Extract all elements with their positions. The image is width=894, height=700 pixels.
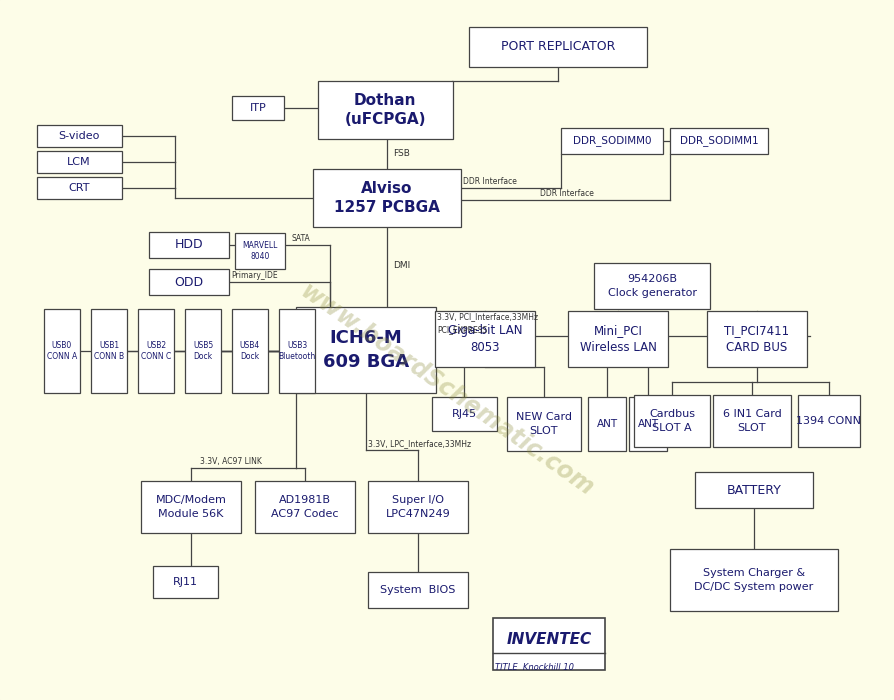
Bar xyxy=(670,128,768,154)
Bar xyxy=(149,269,229,295)
Bar xyxy=(153,566,217,598)
Text: USB2
CONN C: USB2 CONN C xyxy=(141,341,171,361)
Bar xyxy=(561,128,663,154)
Bar xyxy=(141,481,241,533)
Text: CRT: CRT xyxy=(68,183,89,193)
Text: DMI: DMI xyxy=(393,261,410,270)
Text: DDR_SODIMM1: DDR_SODIMM1 xyxy=(679,136,758,146)
Bar xyxy=(232,96,284,120)
Text: USB1
CONN B: USB1 CONN B xyxy=(94,341,124,361)
Text: LCM: LCM xyxy=(67,157,91,167)
Bar xyxy=(368,572,468,608)
Text: AD1981B
AC97 Codec: AD1981B AC97 Codec xyxy=(271,496,339,519)
Bar xyxy=(695,472,813,508)
Bar xyxy=(634,395,710,447)
Text: 3.3V, AC97 LINK: 3.3V, AC97 LINK xyxy=(200,457,262,466)
Bar xyxy=(507,397,581,451)
Text: USB0
CONN A: USB0 CONN A xyxy=(46,341,77,361)
Text: RJ11: RJ11 xyxy=(173,577,198,587)
Text: 3.3V, PCI_Interface,33MHz: 3.3V, PCI_Interface,33MHz xyxy=(437,312,538,321)
Text: MDC/Modem
Module 56K: MDC/Modem Module 56K xyxy=(156,496,226,519)
Text: HDD: HDD xyxy=(174,239,203,251)
Text: System Charger &
DC/DC System power: System Charger & DC/DC System power xyxy=(695,568,814,592)
Text: USB4
Dock: USB4 Dock xyxy=(240,341,260,361)
Bar xyxy=(313,169,461,227)
Bar xyxy=(568,311,668,367)
Text: TITLE  Knockhill 10: TITLE Knockhill 10 xyxy=(495,662,574,671)
Bar xyxy=(91,309,127,393)
Bar xyxy=(149,232,229,258)
Text: 6 IN1 Card
SLOT: 6 IN1 Card SLOT xyxy=(722,410,781,433)
Bar xyxy=(670,549,838,611)
Text: 954206B
Clock generator: 954206B Clock generator xyxy=(608,274,696,298)
Text: 1394 CONN: 1394 CONN xyxy=(797,416,862,426)
Bar xyxy=(629,397,667,451)
Bar xyxy=(185,309,221,393)
Text: USB3
Bluetooth: USB3 Bluetooth xyxy=(278,341,316,361)
Text: SATA: SATA xyxy=(291,234,309,243)
Text: FSB: FSB xyxy=(393,149,409,158)
Text: DDR Interface: DDR Interface xyxy=(463,177,517,186)
Text: INVENTEC: INVENTEC xyxy=(506,633,592,648)
Text: Dothan
(uFCPGA): Dothan (uFCPGA) xyxy=(344,92,426,127)
Text: BATTERY: BATTERY xyxy=(727,484,781,496)
Bar xyxy=(588,397,626,451)
Text: DDR_SODIMM0: DDR_SODIMM0 xyxy=(573,136,651,146)
Bar xyxy=(279,309,315,393)
Text: NEW Card
SLOT: NEW Card SLOT xyxy=(516,412,572,435)
Text: Alviso
1257 PCBGA: Alviso 1257 PCBGA xyxy=(334,181,440,216)
Text: MARVELL
8040: MARVELL 8040 xyxy=(242,241,278,261)
Bar xyxy=(469,27,647,67)
Text: Primary_IDE: Primary_IDE xyxy=(231,271,278,280)
Bar xyxy=(44,309,80,393)
Text: S-video: S-video xyxy=(58,131,100,141)
Text: Cardbus
SLOT A: Cardbus SLOT A xyxy=(649,410,695,433)
Text: System  BIOS: System BIOS xyxy=(380,585,456,595)
Text: ICH6-M
609 BGA: ICH6-M 609 BGA xyxy=(323,329,409,371)
Bar xyxy=(594,263,710,309)
Bar xyxy=(707,311,807,367)
Bar xyxy=(317,81,452,139)
Text: ANT: ANT xyxy=(596,419,618,429)
Bar xyxy=(368,481,468,533)
Text: www.boardSchematic.com: www.boardSchematic.com xyxy=(296,279,598,501)
Text: ODD: ODD xyxy=(174,276,204,288)
Text: USB5
Dock: USB5 Dock xyxy=(193,341,213,361)
Text: Super I/O
LPC47N249: Super I/O LPC47N249 xyxy=(385,496,451,519)
Text: 3.3V, LPC_Interface,33MHz: 3.3V, LPC_Interface,33MHz xyxy=(368,439,471,448)
Text: Mini_PCI
Wireless LAN: Mini_PCI Wireless LAN xyxy=(579,324,656,354)
Bar xyxy=(37,177,122,199)
Text: TI_PCI7411
CARD BUS: TI_PCI7411 CARD BUS xyxy=(724,324,789,354)
Text: RJ45: RJ45 xyxy=(451,409,477,419)
Bar xyxy=(255,481,355,533)
Text: PCI_EXPRESS: PCI_EXPRESS xyxy=(437,325,487,334)
Text: Giga-bit LAN
8053: Giga-bit LAN 8053 xyxy=(448,324,522,354)
Bar xyxy=(232,309,268,393)
Bar xyxy=(138,309,174,393)
Bar xyxy=(37,151,122,173)
Bar xyxy=(432,397,496,431)
Text: ANT: ANT xyxy=(637,419,659,429)
Text: DDR Interface: DDR Interface xyxy=(540,189,594,198)
Text: PORT REPLICATOR: PORT REPLICATOR xyxy=(501,41,615,53)
Bar xyxy=(713,395,791,447)
Bar xyxy=(37,125,122,147)
Bar xyxy=(435,311,535,367)
Bar xyxy=(235,233,285,269)
Bar xyxy=(798,395,860,447)
Bar xyxy=(493,618,605,670)
Bar xyxy=(296,307,436,393)
Text: ITP: ITP xyxy=(249,103,266,113)
